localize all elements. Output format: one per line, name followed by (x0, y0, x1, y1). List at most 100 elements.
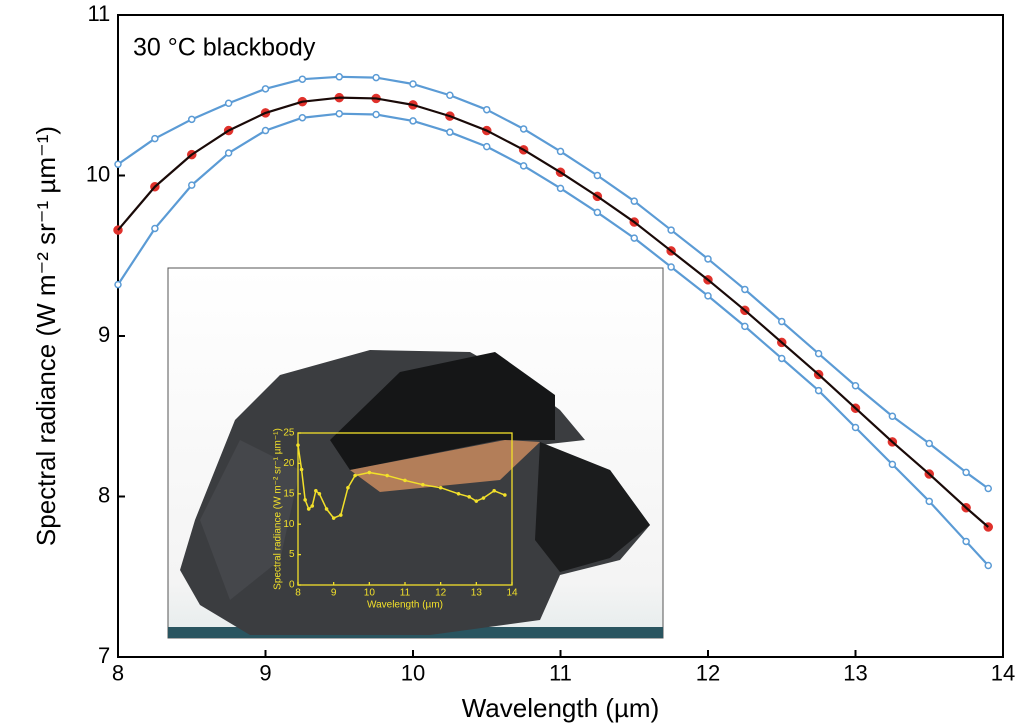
inset-photo (167, 267, 664, 639)
data-point (335, 73, 343, 81)
data-point (925, 497, 933, 506)
x-tick-label: 9 (331, 588, 337, 599)
data-point (519, 125, 528, 133)
data-point (741, 322, 749, 331)
data-point (446, 128, 454, 136)
y-tick-label: 15 (283, 488, 295, 499)
x-tick-label: 12 (435, 588, 447, 599)
data-point (409, 80, 417, 88)
data-point (474, 499, 479, 503)
data-point (851, 423, 860, 432)
y-tick-label: 5 (289, 549, 295, 560)
annotation: 30 °C blackbody (133, 34, 316, 62)
y-axis-label: Spectral radiance (W m⁻² sr⁻¹ µm⁻¹) (273, 428, 284, 590)
data-point (296, 443, 300, 448)
x-tick-label: 14 (991, 660, 1015, 685)
data-point (467, 494, 472, 499)
data-point (925, 439, 933, 448)
y-tick-label: 8 (98, 482, 110, 507)
data-point (114, 280, 122, 289)
x-axis-label: Wavelength (µm) (367, 600, 443, 611)
data-point (984, 561, 992, 570)
data-point (310, 504, 315, 508)
data-point (814, 386, 823, 395)
data-point (299, 467, 304, 472)
data-point (151, 134, 159, 143)
data-point (224, 149, 233, 157)
data-point (962, 537, 970, 546)
data-point (851, 382, 860, 390)
x-axis-label: Wavelength (µm) (462, 693, 660, 723)
x-tick-label: 11 (400, 588, 411, 599)
data-point (456, 491, 461, 496)
data-point (306, 507, 311, 511)
data-point (962, 468, 970, 477)
data-point (303, 498, 307, 502)
data-point (151, 224, 159, 233)
data-point (409, 117, 417, 125)
data-point (331, 516, 336, 520)
x-tick-label: 11 (549, 660, 572, 685)
y-axis-label: Spectral radiance (W m⁻² sr⁻¹ µm⁻¹) (31, 126, 61, 546)
data-point (556, 184, 565, 193)
data-point (556, 147, 565, 156)
data-point (224, 99, 233, 108)
y-tick-label: 11 (87, 1, 110, 26)
data-point (385, 473, 390, 478)
y-tick-label: 10 (283, 519, 295, 530)
data-point (667, 263, 675, 271)
x-tick-label: 13 (843, 660, 867, 685)
data-point (519, 162, 528, 170)
data-point (778, 317, 786, 326)
data-point (667, 226, 675, 234)
data-point (503, 493, 507, 497)
data-point (353, 473, 357, 478)
x-tick-label: 14 (506, 588, 518, 599)
data-point (324, 507, 329, 511)
data-point (481, 496, 486, 500)
y-tick-label: 25 (283, 428, 295, 439)
x-tick-label: 8 (112, 660, 124, 685)
y-tick-label: 9 (98, 322, 110, 347)
data-point (403, 478, 407, 483)
data-point (338, 513, 343, 517)
data-point (261, 126, 270, 135)
x-tick-label: 10 (364, 588, 376, 599)
data-point (261, 85, 270, 93)
data-point (317, 491, 322, 496)
data-point (814, 349, 823, 358)
x-tick-label: 13 (471, 588, 483, 599)
data-point (298, 75, 307, 83)
data-point (367, 470, 372, 475)
x-tick-label: 9 (259, 660, 271, 685)
y-tick-label: 0 (289, 580, 295, 591)
data-point (778, 354, 786, 363)
data-point (593, 171, 602, 180)
y-tick-label: 10 (86, 161, 110, 186)
data-point (704, 292, 712, 300)
data-point (114, 160, 122, 169)
y-tick-label: 7 (98, 643, 110, 668)
data-point (188, 181, 196, 189)
data-point (346, 485, 350, 490)
x-tick-label: 12 (696, 660, 720, 685)
series-line (117, 96, 989, 528)
data-point (704, 255, 712, 263)
data-point (483, 142, 491, 151)
data-point (630, 197, 638, 205)
data-point (438, 485, 443, 490)
data-point (420, 482, 425, 487)
data-point (593, 208, 602, 217)
data-point (335, 109, 343, 118)
data-point (298, 113, 307, 122)
data-point (188, 115, 196, 124)
data-point (483, 105, 491, 114)
data-point (888, 412, 897, 420)
y-tick-label: 20 (283, 458, 295, 469)
data-point (741, 285, 749, 294)
data-point (630, 234, 638, 242)
data-point (313, 488, 318, 493)
data-point (446, 91, 454, 99)
